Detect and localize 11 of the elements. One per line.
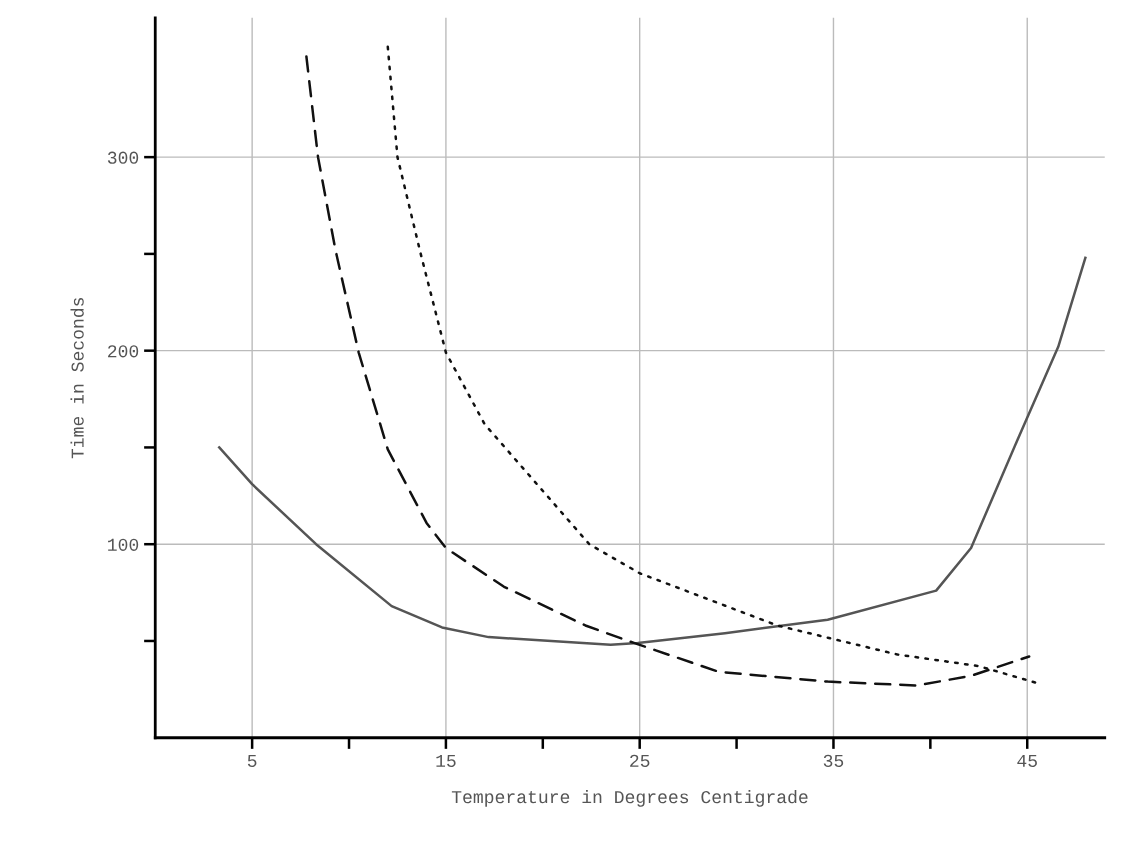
x-tick-label: 5 <box>247 754 257 767</box>
x-tick-label: 45 <box>1017 754 1037 767</box>
x-tick-label: 35 <box>823 754 844 767</box>
y-tick-label: 200 <box>108 345 139 358</box>
y-tick-label: 100 <box>108 538 139 551</box>
y-axis-title: Time in Seconds <box>70 298 84 459</box>
x-tick-label: 25 <box>630 754 650 767</box>
x-axis-title: Temperature in Degrees Centigrade <box>451 789 808 807</box>
x-tick-label: 15 <box>436 754 456 767</box>
line-series <box>217 256 1087 647</box>
y-tick-label: 300 <box>107 151 139 164</box>
